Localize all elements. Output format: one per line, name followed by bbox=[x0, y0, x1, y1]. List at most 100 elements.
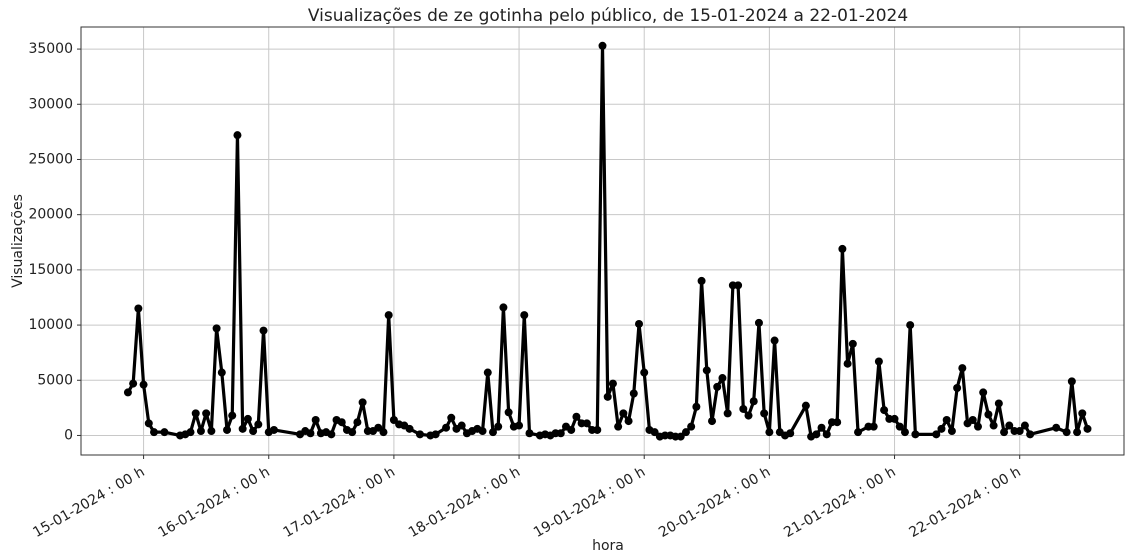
point bbox=[624, 417, 633, 426]
point bbox=[1062, 428, 1071, 437]
plot-frame bbox=[80, 26, 1125, 456]
point bbox=[734, 281, 743, 290]
point bbox=[384, 311, 393, 320]
point bbox=[702, 366, 711, 375]
point bbox=[838, 244, 847, 253]
point bbox=[593, 425, 602, 434]
point bbox=[650, 428, 659, 437]
point bbox=[822, 430, 831, 439]
point bbox=[812, 430, 821, 439]
x-tick-label: 15-01-2024 : 00 h bbox=[30, 464, 147, 541]
point bbox=[890, 414, 899, 423]
point bbox=[749, 397, 758, 406]
point bbox=[692, 402, 701, 411]
point bbox=[582, 419, 591, 428]
point bbox=[629, 389, 638, 398]
point bbox=[238, 424, 247, 433]
point bbox=[228, 411, 237, 420]
y-tick-label: 0 bbox=[64, 427, 73, 443]
point bbox=[572, 412, 581, 421]
point bbox=[478, 427, 487, 436]
point bbox=[1026, 430, 1035, 439]
point bbox=[1015, 427, 1024, 436]
point bbox=[911, 430, 920, 439]
point bbox=[191, 409, 200, 418]
point bbox=[906, 321, 915, 330]
point bbox=[801, 401, 810, 410]
point bbox=[556, 429, 565, 438]
point bbox=[139, 380, 148, 389]
point bbox=[379, 428, 388, 437]
point bbox=[249, 427, 258, 436]
point bbox=[942, 416, 951, 425]
point bbox=[979, 388, 988, 397]
point bbox=[989, 421, 998, 430]
point bbox=[833, 418, 842, 427]
point bbox=[744, 411, 753, 420]
point bbox=[306, 429, 315, 438]
x-tick-label: 18-01-2024 : 00 h bbox=[406, 464, 523, 541]
point bbox=[614, 422, 623, 431]
point bbox=[1067, 377, 1076, 386]
point bbox=[1005, 421, 1014, 430]
point bbox=[144, 419, 153, 428]
point bbox=[525, 429, 534, 438]
x-tick-label: 22-01-2024 : 00 h bbox=[906, 464, 1023, 541]
point bbox=[708, 417, 717, 426]
point bbox=[937, 424, 946, 433]
point bbox=[186, 428, 195, 437]
point bbox=[457, 421, 466, 430]
point bbox=[405, 424, 414, 433]
point bbox=[1020, 421, 1029, 430]
point bbox=[765, 428, 774, 437]
point bbox=[687, 422, 696, 431]
point bbox=[233, 131, 242, 140]
point bbox=[207, 427, 216, 436]
point bbox=[848, 339, 857, 348]
point bbox=[348, 428, 357, 437]
y-tick-label: 35000 bbox=[28, 41, 73, 57]
y-axis-label: Visualizações bbox=[10, 194, 26, 288]
point bbox=[311, 416, 320, 425]
point bbox=[718, 374, 727, 383]
y-tick-label: 15000 bbox=[28, 262, 73, 278]
point bbox=[817, 423, 826, 432]
point bbox=[353, 418, 362, 427]
point bbox=[1000, 428, 1009, 437]
point bbox=[1083, 424, 1092, 433]
point bbox=[608, 379, 617, 388]
point bbox=[754, 318, 763, 327]
point bbox=[160, 428, 169, 437]
point bbox=[374, 423, 383, 432]
point bbox=[488, 428, 497, 437]
point bbox=[635, 319, 644, 328]
point bbox=[713, 382, 722, 391]
point bbox=[953, 383, 962, 392]
point bbox=[389, 416, 398, 425]
point bbox=[494, 422, 503, 431]
point bbox=[770, 336, 779, 345]
point bbox=[739, 404, 748, 413]
point bbox=[968, 416, 977, 425]
point bbox=[932, 430, 941, 439]
point bbox=[243, 414, 252, 423]
x-axis-label: hora bbox=[592, 538, 624, 554]
point bbox=[984, 410, 993, 419]
point bbox=[676, 432, 685, 441]
point bbox=[431, 430, 440, 439]
y-tick-label: 30000 bbox=[28, 96, 73, 112]
point bbox=[640, 368, 649, 377]
point bbox=[1052, 423, 1061, 432]
point bbox=[504, 408, 513, 417]
point bbox=[483, 368, 492, 377]
point bbox=[254, 420, 263, 429]
point bbox=[603, 392, 612, 401]
point bbox=[895, 422, 904, 431]
point bbox=[947, 427, 956, 436]
point bbox=[598, 41, 607, 50]
point bbox=[269, 425, 278, 434]
point bbox=[1073, 428, 1082, 437]
point bbox=[874, 357, 883, 366]
point bbox=[520, 311, 529, 320]
